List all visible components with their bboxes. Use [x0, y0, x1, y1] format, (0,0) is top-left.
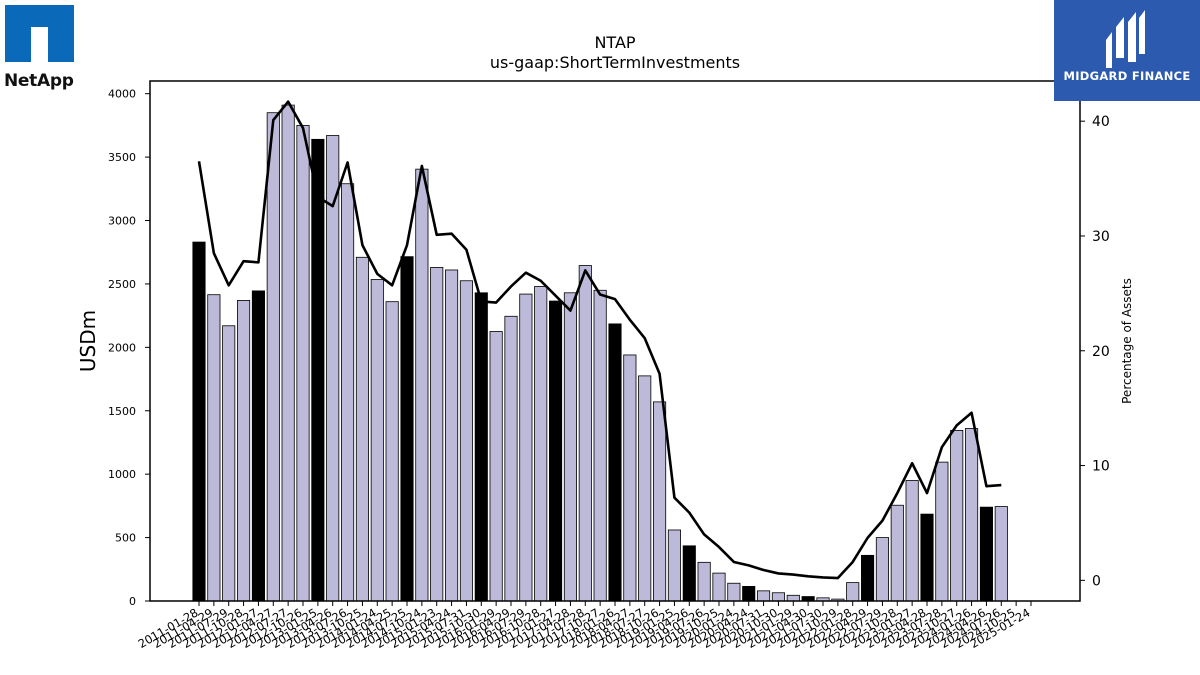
bar-35: [712, 572, 726, 602]
bar-44: [846, 582, 860, 602]
bar-25: [563, 292, 577, 602]
y2-axis-label: Percentage of Assets: [1120, 278, 1134, 404]
netapp-logo: NetApp: [4, 5, 84, 95]
y-tick-label: 0: [129, 595, 136, 608]
bar-51: [950, 430, 964, 602]
midgard-logo-text: MIDGARD FINANCE: [1063, 69, 1191, 83]
bar-7: [296, 124, 310, 602]
y2-tick-label: 0: [1092, 573, 1101, 589]
bar-36: [727, 582, 741, 602]
bar-29: [623, 354, 637, 602]
y-tick-label: 2000: [108, 341, 136, 354]
bar-37: [742, 586, 756, 602]
bar-47: [890, 504, 904, 602]
y2-tick-label: 20: [1092, 344, 1110, 360]
x-axis: 2011-01-282011-04-292011-07-292011-10-28…: [136, 601, 1033, 651]
bar-3: [237, 300, 251, 602]
bar-0: [192, 241, 206, 602]
netapp-logo-mark: [5, 5, 74, 62]
y-tick-label: 3500: [108, 151, 136, 164]
bar-17: [445, 269, 459, 602]
bar-33: [682, 545, 696, 602]
y-tick-label: 3000: [108, 215, 136, 228]
bar-14: [400, 256, 414, 602]
bar-40: [786, 594, 800, 602]
bar-38: [757, 590, 771, 602]
y-tick-label: 500: [115, 532, 136, 545]
bar-45: [861, 554, 875, 602]
y2-tick-label: 10: [1092, 459, 1110, 475]
chart-subtitle: us-gaap:ShortTermInvestments: [490, 53, 740, 72]
bar-8: [311, 138, 325, 602]
bar-12: [370, 279, 384, 602]
percentage-line-series: [197, 100, 1002, 580]
bar-39: [771, 592, 785, 602]
midgard-emblem-icon: [1106, 10, 1145, 68]
bar-5: [266, 112, 280, 602]
bar-54: [994, 506, 1008, 602]
percentage-line: [197, 100, 1002, 580]
bar-49: [920, 513, 934, 602]
bar-13: [385, 301, 399, 602]
bar-27: [593, 289, 607, 602]
bar-50: [935, 461, 949, 602]
y-axis-right: 0 10 20 30 40: [1080, 114, 1110, 589]
netapp-logo-text: NetApp: [4, 71, 74, 91]
bar-18: [459, 280, 473, 602]
y-tick-label: 4000: [108, 88, 136, 101]
y-axis-left: 0 500 1000 1500 2000 2500 3000 3500 4000: [108, 88, 150, 608]
bar-20: [489, 331, 503, 602]
y2-tick-label: 40: [1092, 114, 1110, 130]
bar-19: [474, 292, 488, 602]
bar-15: [415, 168, 429, 602]
y-tick-label: 1000: [108, 468, 136, 481]
bar-22: [519, 293, 533, 602]
bar-46: [875, 537, 889, 602]
bar-10: [341, 183, 355, 602]
bar-48: [905, 480, 919, 602]
y2-tick-label: 30: [1092, 229, 1110, 245]
midgard-finance-logo: MIDGARD FINANCE: [1054, 0, 1200, 101]
bar-31: [653, 401, 667, 602]
bar-21: [504, 315, 518, 602]
chart-title: NTAP: [594, 33, 635, 52]
bar-4: [251, 290, 265, 602]
y-tick-label: 1500: [108, 405, 136, 418]
bar-11: [355, 256, 369, 602]
bar-34: [697, 561, 711, 602]
bar-16: [430, 267, 444, 602]
y-tick-label: 2500: [108, 278, 136, 291]
bar-24: [549, 300, 563, 602]
bar-23: [534, 286, 548, 602]
bar-2: [222, 325, 236, 602]
bar-32: [667, 529, 681, 602]
bar-6: [281, 104, 295, 602]
bar-52: [965, 428, 979, 602]
bar-30: [638, 375, 652, 602]
y-axis-label: USDm: [76, 310, 100, 372]
bar-series: [192, 104, 1008, 602]
bar-53: [979, 506, 993, 602]
bar-1: [207, 294, 221, 602]
bar-28: [608, 323, 622, 602]
bar-26: [578, 265, 592, 602]
